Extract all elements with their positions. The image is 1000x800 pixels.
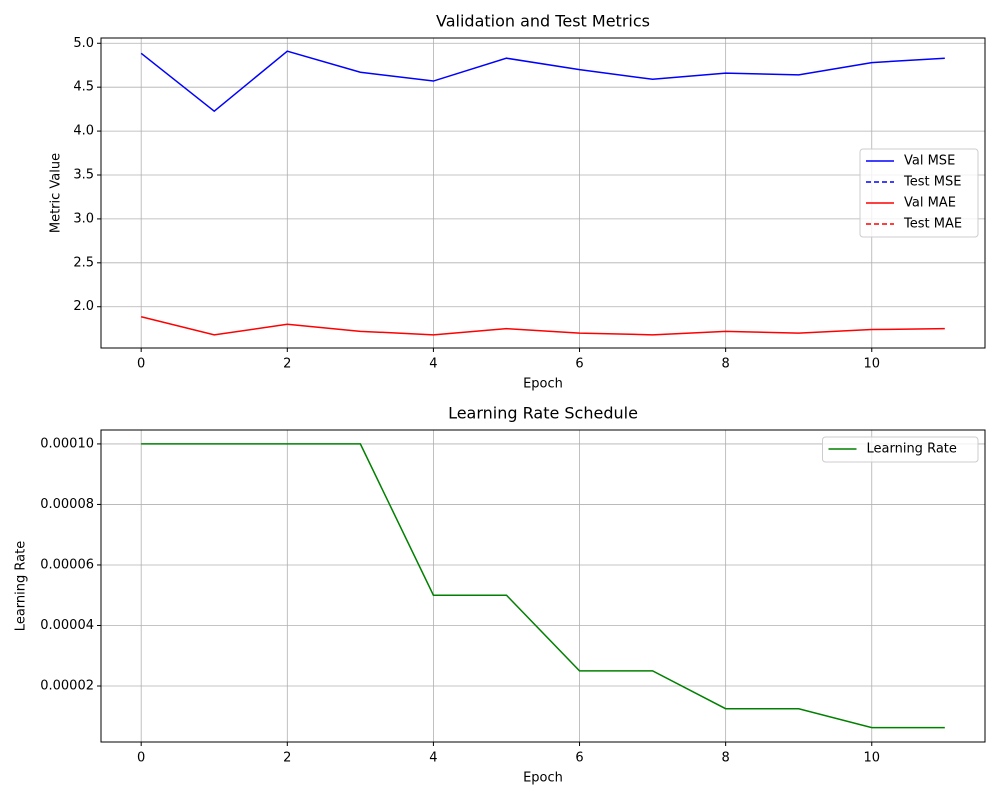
x-tick-label: 4 <box>429 357 437 372</box>
x-axis-label: Epoch <box>523 771 563 786</box>
y-tick-label: 2.0 <box>73 299 94 314</box>
y-tick-label: 0.00010 <box>40 436 94 451</box>
x-tick-label: 10 <box>863 751 880 766</box>
x-tick-label: 8 <box>722 751 730 766</box>
legend-box <box>822 436 979 463</box>
chart-title: Learning Rate Schedule <box>448 404 638 423</box>
x-tick-label: 8 <box>722 357 730 372</box>
y-tick-label: 0.00008 <box>40 497 94 512</box>
legend-label: Val MAE <box>904 196 956 211</box>
y-tick-label: 0.00006 <box>40 557 94 572</box>
y-tick-label: 4.0 <box>73 124 94 139</box>
y-tick-label: 4.5 <box>73 80 94 95</box>
legend-label: Test MSE <box>903 175 961 190</box>
x-tick-label: 4 <box>429 751 437 766</box>
y-tick-label: 0.00004 <box>40 618 94 633</box>
line-series <box>141 316 945 336</box>
x-axis-label: Epoch <box>523 377 563 392</box>
line-series <box>141 443 945 729</box>
x-tick-label: 0 <box>137 357 145 372</box>
y-tick-label: 0.00002 <box>40 679 94 694</box>
y-axis-label: Metric Value <box>49 153 64 233</box>
legend-label: Test MAE <box>903 217 962 232</box>
chart-title: Validation and Test Metrics <box>436 12 650 31</box>
plot-frame <box>100 37 986 349</box>
line-series <box>140 50 945 113</box>
x-tick-label: 6 <box>575 357 583 372</box>
legend-label: Val MSE <box>904 154 955 169</box>
y-tick-label: 5.0 <box>73 36 94 51</box>
y-axis-label: Learning Rate <box>14 541 29 631</box>
x-tick-label: 2 <box>283 357 291 372</box>
y-tick-label: 3.0 <box>73 211 94 226</box>
x-tick-label: 6 <box>575 751 583 766</box>
plot-frame <box>100 429 986 743</box>
x-tick-label: 10 <box>863 357 880 372</box>
y-tick-label: 2.5 <box>73 255 94 270</box>
y-tick-label: 3.5 <box>73 167 94 182</box>
legend-box <box>859 148 979 238</box>
x-tick-label: 2 <box>283 751 291 766</box>
x-tick-label: 0 <box>137 751 145 766</box>
legend-label: Learning Rate <box>867 442 957 457</box>
